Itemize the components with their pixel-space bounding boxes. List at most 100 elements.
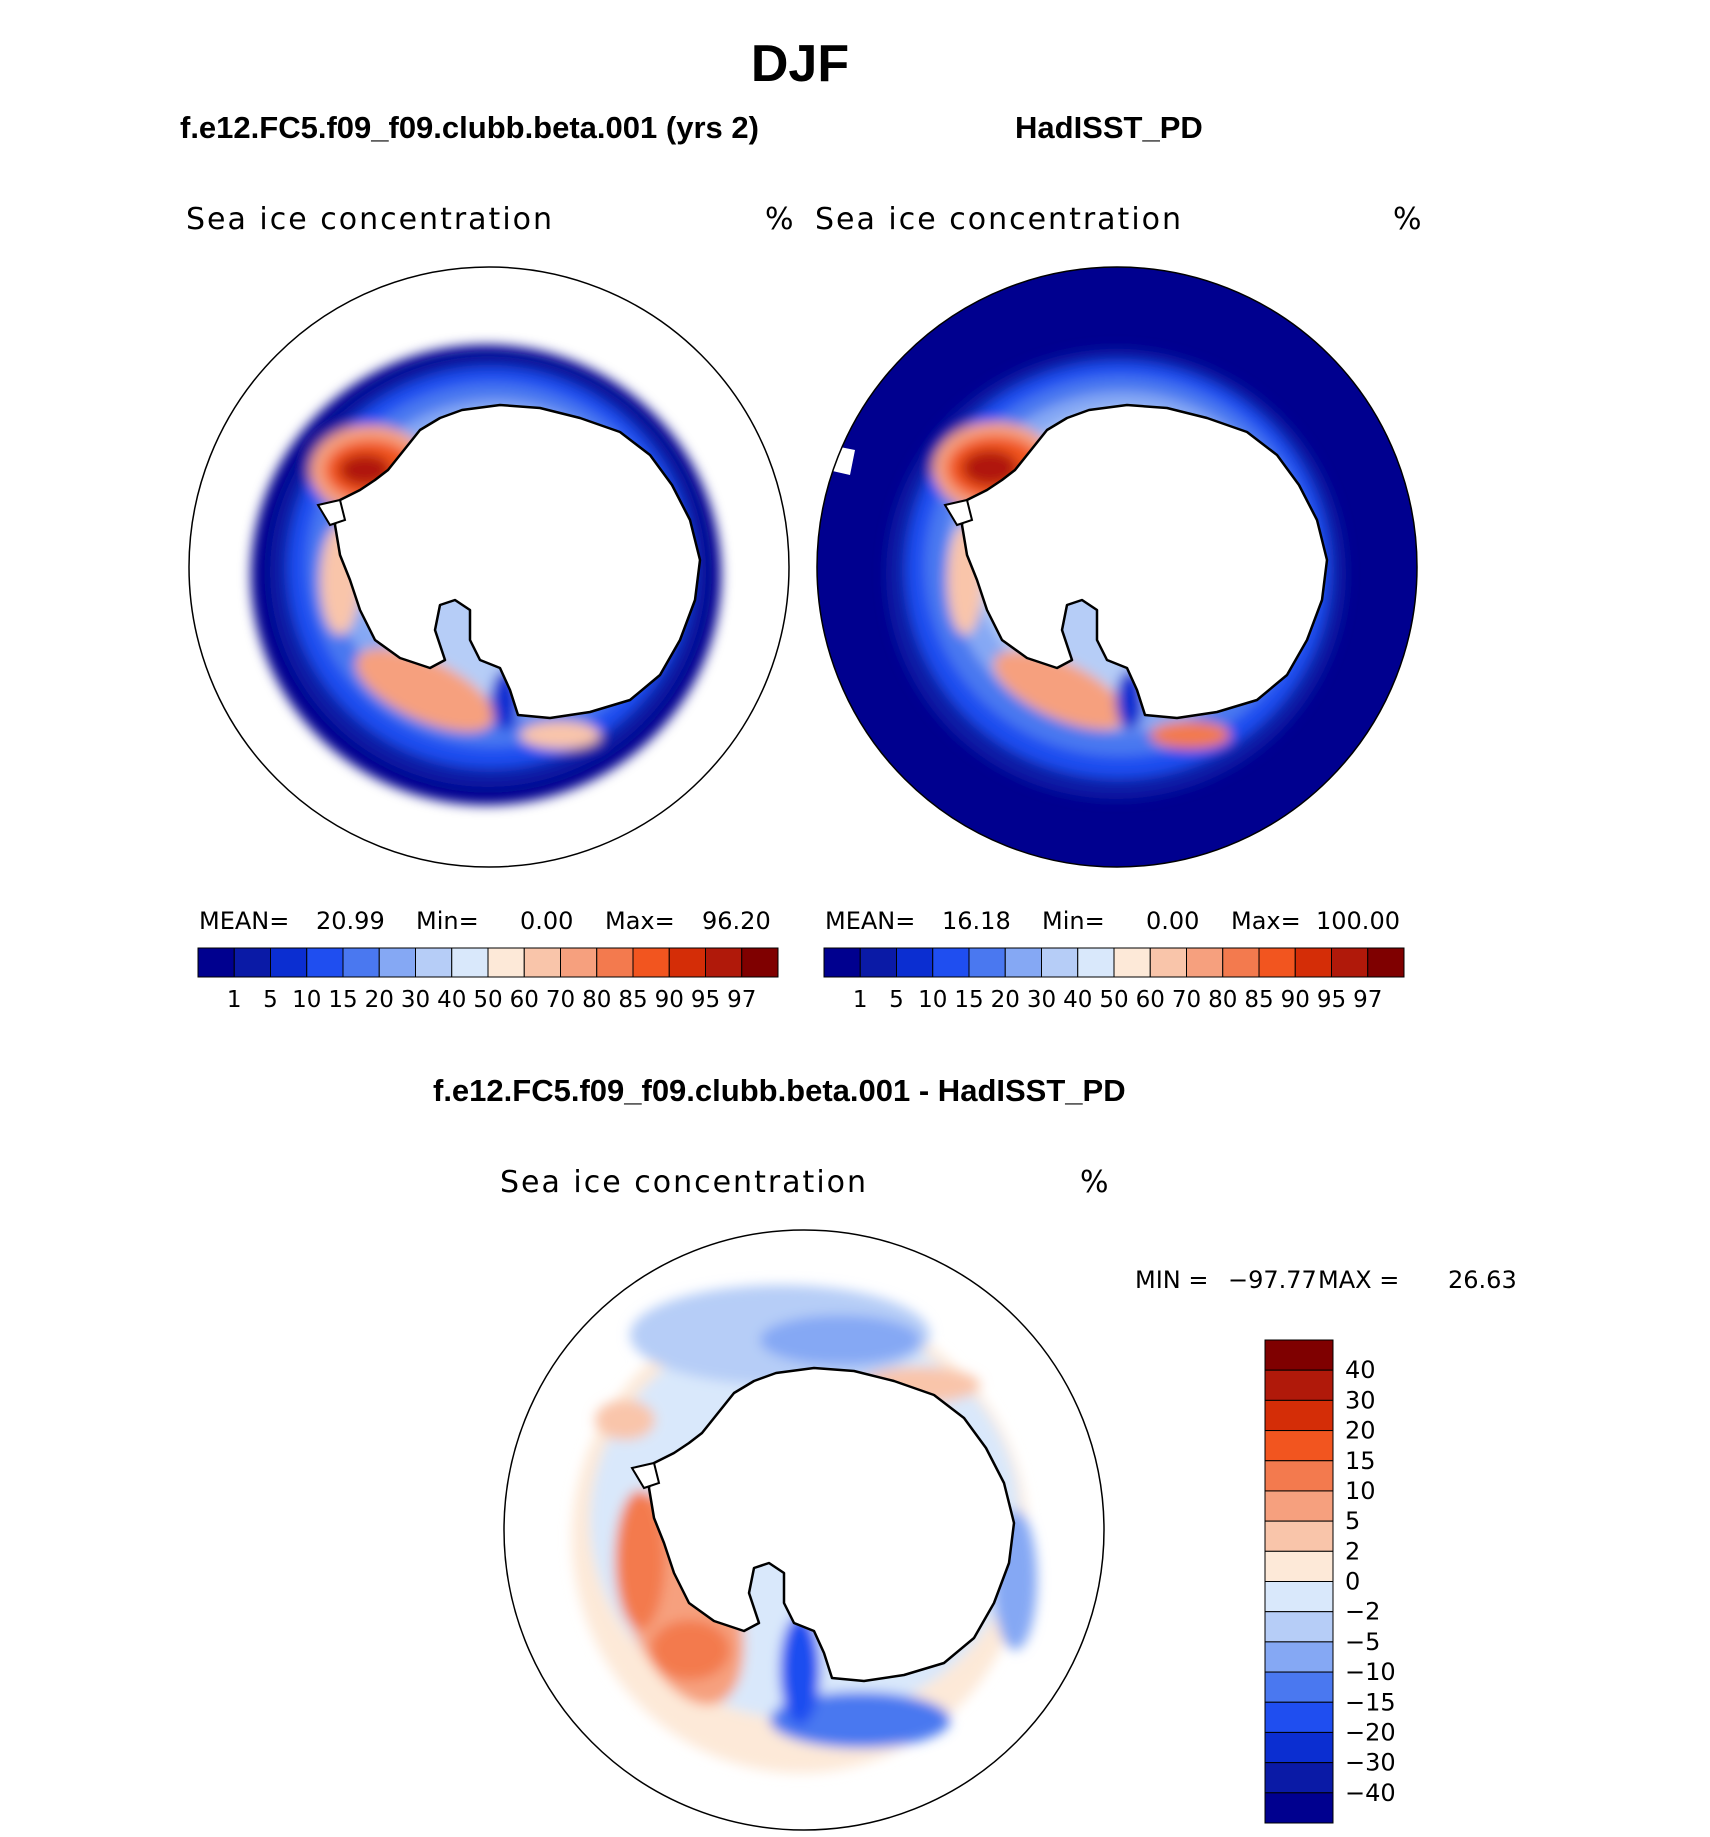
obs-colorbar-tick-label: 10 [918,987,947,1013]
diff-variable-label: Sea ice concentration [500,1165,869,1200]
diff-colorbar-box [1264,1671,1334,1703]
diff-min-value: −97.77 [1228,1266,1317,1294]
obs-colorbar-tick-label: 20 [991,987,1020,1013]
diff-colorbar-box [1264,1430,1334,1462]
diff-colorbar-tick-label: −20 [1345,1718,1396,1746]
model-colorbar-box [270,947,308,978]
model-max-value: 96.20 [702,907,771,935]
model-colorbar-tick-label: 50 [473,987,502,1013]
diff-max-label: MAX = [1318,1266,1400,1294]
model-colorbar-tick-label: 60 [510,987,539,1013]
model-colorbar: 1 5 10 15 20 30 40 50 60 70 80 85 90 95 97 [197,947,779,1013]
diff-colorbar-tick-label: 10 [1345,1477,1376,1505]
obs-colorbar-tick-label: 40 [1063,987,1092,1013]
model-colorbar-box [741,947,779,978]
obs-max-value: 100.00 [1316,907,1400,935]
model-map [189,267,789,867]
obs-colorbar-box [896,947,934,978]
diff-colorbar-box [1264,1460,1334,1492]
obs-colorbar-box [968,947,1006,978]
obs-colorbar-tick-label: 15 [954,987,983,1013]
diff-colorbar-tick-label: −15 [1345,1688,1396,1716]
diff-colorbar-box [1264,1490,1334,1522]
obs-case-title: HadISST_PD [1015,110,1203,145]
model-colorbar-box [415,947,453,978]
model-max-label: Max= [605,907,675,935]
obs-mean-value: 16.18 [942,907,1011,935]
model-min-label: Min= [416,907,479,935]
diff-colorbar-box [1264,1581,1334,1613]
model-colorbar-box [197,947,235,978]
diff-colorbar-box [1264,1641,1334,1673]
obs-colorbar-box [1186,947,1224,978]
model-variable-label: Sea ice concentration [186,202,555,237]
obs-colorbar-box [1149,947,1187,978]
obs-colorbar-box [1367,947,1405,978]
obs-colorbar: 1 5 10 15 20 30 40 50 60 70 80 85 90 95 97 [823,947,1405,1013]
model-colorbar-tick-label: 20 [365,987,394,1013]
obs-colorbar-tick-label: 85 [1244,987,1273,1013]
obs-colorbar-box [1222,947,1260,978]
obs-colorbar-tick-label: 60 [1136,987,1165,1013]
model-colorbar-tick-label: 10 [292,987,321,1013]
model-colorbar-tick-label: 5 [263,987,278,1013]
model-colorbar-tick-label: 85 [618,987,647,1013]
diff-colorbar-tick-label: −10 [1345,1658,1396,1686]
model-case-title: f.e12.FC5.f09_f09.clubb.beta.001 (yrs 2) [180,110,759,145]
obs-colorbar-tick-label: 95 [1317,987,1346,1013]
obs-min-value: 0.00 [1146,907,1200,935]
model-colorbar-tick-label: 30 [401,987,430,1013]
model-colorbar-box [233,947,271,978]
diff-colorbar-box [1264,1792,1334,1824]
obs-colorbar-tick-label: 97 [1353,987,1382,1013]
obs-min-label: Min= [1042,907,1105,935]
obs-mean-label: MEAN= [825,907,916,935]
diff-colorbar-tick-label: 20 [1345,1417,1376,1445]
obs-colorbar-box [859,947,897,978]
obs-colorbar-box [1113,947,1151,978]
model-colorbar-box [560,947,598,978]
model-colorbar-box [378,947,416,978]
diff-colorbar-tick-label: 2 [1345,1537,1360,1565]
model-colorbar-tick-label: 1 [227,987,242,1013]
model-colorbar-tick-label: 15 [328,987,357,1013]
obs-map-border [816,266,1418,868]
diff-colorbar-tick-label: 5 [1345,1507,1360,1535]
obs-colorbar-box [1041,947,1079,978]
model-mean-label: MEAN= [199,907,290,935]
model-min-value: 0.00 [520,907,574,935]
model-colorbar-box [668,947,706,978]
model-colorbar-box [523,947,561,978]
model-units-label: % [765,202,796,237]
diff-colorbar-tick-label: −5 [1345,1628,1380,1656]
diff-colorbar-box [1264,1731,1334,1764]
diff-colorbar-tick-label: −40 [1345,1779,1396,1807]
model-colorbar-box [705,947,743,978]
model-colorbar-tick-label: 40 [437,987,466,1013]
model-colorbar-box [342,947,380,978]
diff-colorbar-box [1264,1550,1334,1582]
obs-colorbar-tick-label: 5 [889,987,904,1013]
obs-colorbar-box [932,947,970,978]
diff-case-title: f.e12.FC5.f09_f09.clubb.beta.001 - HadIS… [433,1073,1126,1108]
obs-colorbar-tick-label: 90 [1281,987,1310,1013]
diff-units-label: % [1080,1165,1111,1200]
obs-map [817,267,1417,867]
diff-min-label: MIN = [1135,1266,1209,1294]
obs-colorbar-box [1294,947,1332,978]
obs-colorbar-tick-label: 70 [1172,987,1201,1013]
figure-title: DJF [750,35,850,93]
model-map-border [188,266,790,868]
obs-colorbar-tick-label: 30 [1027,987,1056,1013]
obs-colorbar-tick-label: 50 [1099,987,1128,1013]
model-colorbar-tick-label: 95 [691,987,720,1013]
diff-colorbar-box [1264,1701,1334,1733]
obs-max-label: Max= [1231,907,1301,935]
diff-colorbar-tick-label: −30 [1345,1749,1396,1777]
obs-colorbar-box [1004,947,1042,978]
model-colorbar-tick-label: 97 [727,987,756,1013]
obs-colorbar-box [1077,947,1115,978]
model-colorbar-tick-label: 80 [582,987,611,1013]
